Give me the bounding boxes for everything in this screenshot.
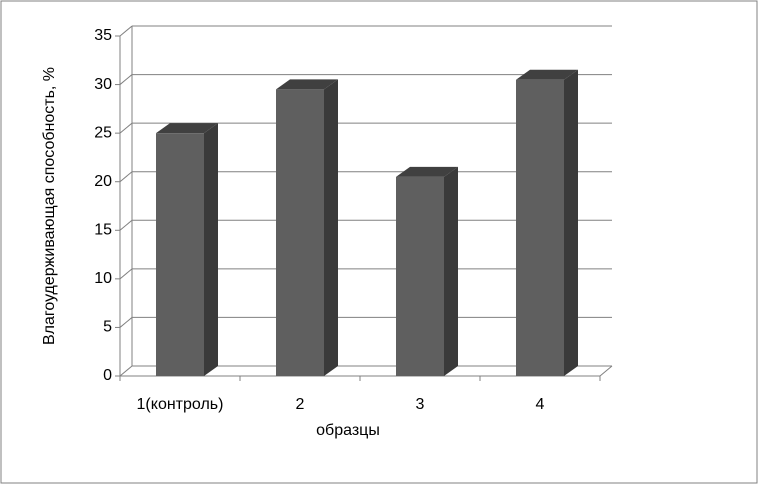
x-tick-label: 1(контроль) <box>137 396 224 413</box>
grid-line <box>119 317 133 328</box>
bar-top <box>156 123 218 134</box>
x-axis-title: образцы <box>316 422 380 439</box>
x-tick-label: 4 <box>536 396 545 413</box>
y-tick-label: 5 <box>103 319 112 336</box>
y-tick-label: 15 <box>94 222 112 239</box>
bar-top <box>516 69 578 80</box>
bar <box>156 133 204 376</box>
bar-side <box>204 123 218 377</box>
grid-line <box>119 268 133 280</box>
grid-line <box>119 25 133 37</box>
x-tick-label: 2 <box>296 396 305 413</box>
grid-line <box>119 171 133 183</box>
grid-line <box>119 122 133 134</box>
y-axis-title: Влагоудерживающая способность, % <box>41 67 58 345</box>
y-tick-label: 0 <box>103 367 112 384</box>
y-tick-label: 30 <box>94 76 112 93</box>
y-tick-label: 20 <box>94 173 112 190</box>
bar-top <box>396 166 458 177</box>
bar <box>516 79 564 376</box>
bar <box>276 89 324 376</box>
y-tick-label: 25 <box>94 124 112 141</box>
y-tick-label: 10 <box>94 270 112 287</box>
grid-line <box>119 219 133 231</box>
x-tick-label: 3 <box>416 396 425 413</box>
bar-top <box>276 79 338 90</box>
grid-line <box>119 365 133 377</box>
bar-side <box>324 79 338 376</box>
bar-side <box>444 166 458 376</box>
grid-line <box>119 74 133 85</box>
bar-side <box>564 69 578 376</box>
bar <box>396 176 444 376</box>
y-tick-label: 35 <box>94 27 112 44</box>
